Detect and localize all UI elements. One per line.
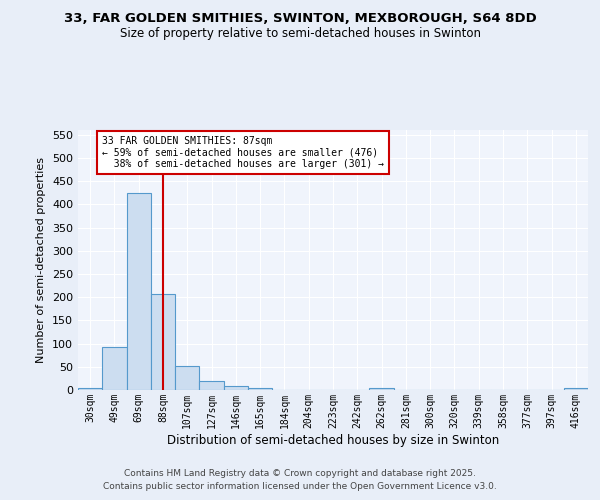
X-axis label: Distribution of semi-detached houses by size in Swinton: Distribution of semi-detached houses by …: [167, 434, 499, 446]
Bar: [151, 294, 175, 390]
Text: 33 FAR GOLDEN SMITHIES: 87sqm
← 59% of semi-detached houses are smaller (476)
  : 33 FAR GOLDEN SMITHIES: 87sqm ← 59% of s…: [102, 136, 384, 169]
Text: Contains HM Land Registry data © Crown copyright and database right 2025.: Contains HM Land Registry data © Crown c…: [124, 468, 476, 477]
Y-axis label: Number of semi-detached properties: Number of semi-detached properties: [37, 157, 46, 363]
Bar: [102, 347, 127, 390]
Bar: [78, 388, 102, 390]
Text: Contains public sector information licensed under the Open Government Licence v3: Contains public sector information licen…: [103, 482, 497, 491]
Bar: [199, 381, 224, 390]
Bar: [248, 388, 272, 390]
Text: Size of property relative to semi-detached houses in Swinton: Size of property relative to semi-detach…: [119, 28, 481, 40]
Bar: [564, 388, 588, 390]
Bar: [127, 193, 151, 390]
Bar: [175, 366, 199, 390]
Bar: [370, 388, 394, 390]
Text: 33, FAR GOLDEN SMITHIES, SWINTON, MEXBOROUGH, S64 8DD: 33, FAR GOLDEN SMITHIES, SWINTON, MEXBOR…: [64, 12, 536, 26]
Bar: [224, 386, 248, 390]
